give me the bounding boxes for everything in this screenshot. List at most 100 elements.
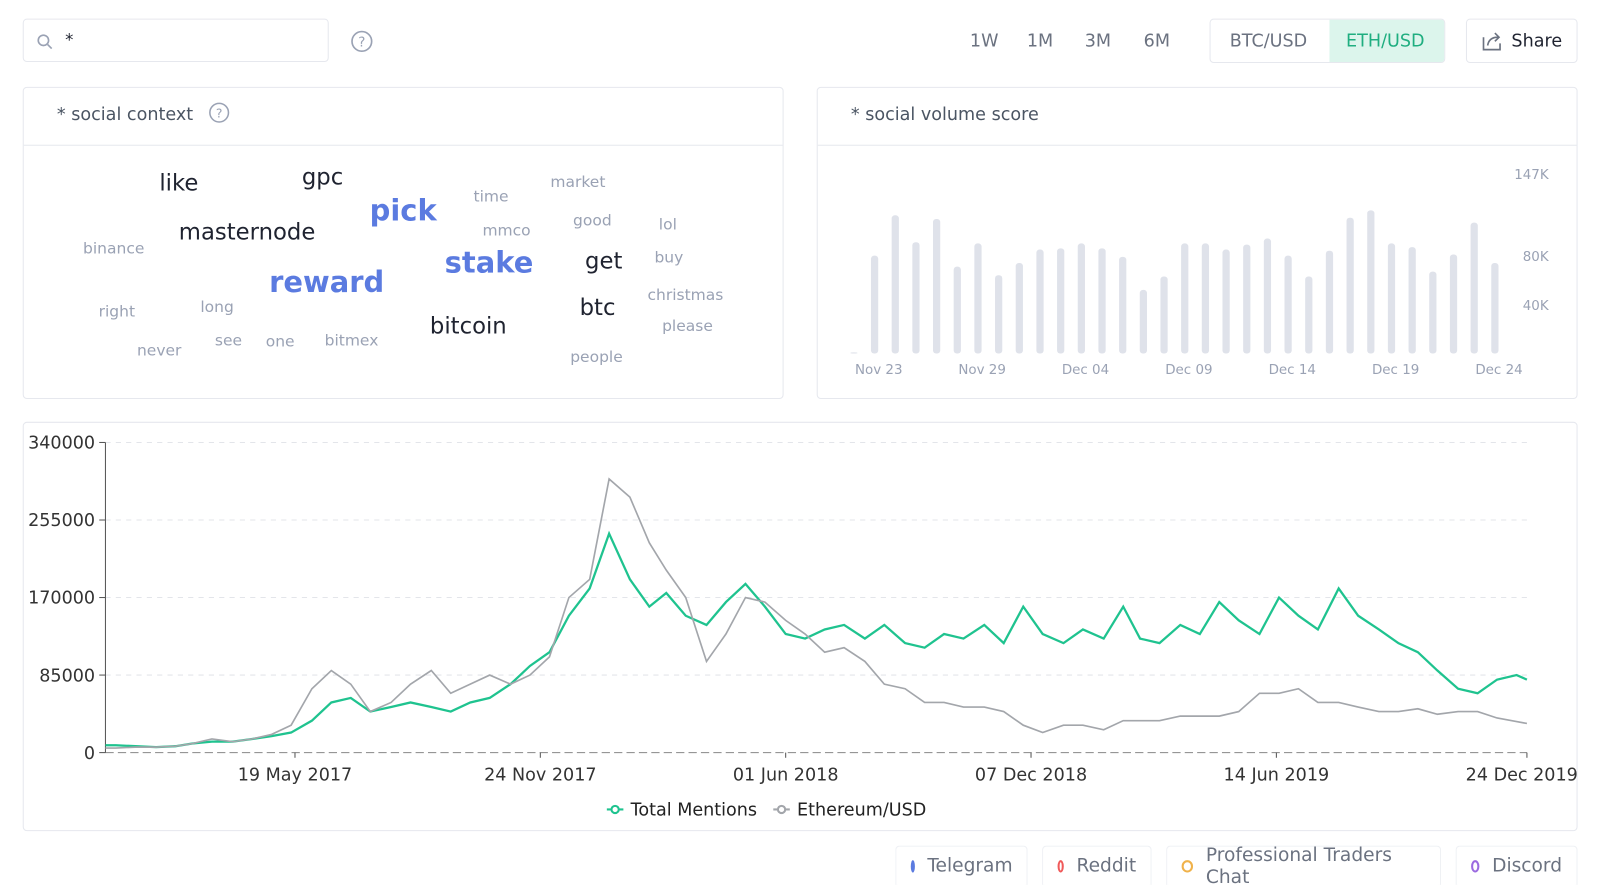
pair-button[interactable]: ETH/USD (1346, 31, 1425, 52)
word[interactable]: never (136, 341, 182, 360)
search-text: * (65, 29, 74, 50)
word[interactable]: one (265, 331, 295, 351)
x-tick-label: Nov 23 (855, 363, 903, 378)
x-tick-label: 24 Nov 2017 (484, 766, 596, 786)
legend-label: Total Mentions (630, 801, 757, 821)
channel-label: Telegram (927, 854, 1013, 877)
bar (1408, 247, 1416, 354)
help-icon[interactable]: ? (208, 101, 231, 124)
range-button[interactable]: 1W (969, 31, 999, 52)
y-tick-label: 85000 (39, 666, 95, 686)
x-tick-label: Dec 09 (1165, 363, 1212, 378)
word[interactable]: gpc (301, 164, 344, 191)
bar (1491, 263, 1499, 354)
y-tick-label: 80K (1523, 250, 1550, 265)
word[interactable]: pick (369, 193, 437, 228)
y-tick-label: 0 (84, 744, 95, 764)
bar (953, 266, 961, 354)
y-tick-label: 147K (1514, 168, 1550, 183)
word[interactable]: see (214, 330, 243, 350)
x-tick-label: 19 May 2017 (238, 766, 353, 786)
word[interactable]: time (473, 187, 509, 206)
word[interactable]: mmco (482, 221, 531, 240)
word[interactable]: please (662, 316, 713, 335)
range-button[interactable]: 1M (1026, 31, 1054, 52)
word[interactable]: long (200, 297, 234, 317)
word[interactable]: btc (579, 295, 616, 321)
word[interactable]: reward (269, 265, 385, 300)
y-tick-label: 170000 (28, 589, 95, 609)
channel-dot (1471, 859, 1480, 873)
bar (1181, 243, 1189, 354)
word[interactable]: market (550, 172, 606, 192)
word[interactable]: like (159, 171, 199, 197)
word[interactable]: lol (658, 215, 677, 234)
bar (1387, 243, 1396, 354)
range-button[interactable]: 6M (1143, 31, 1170, 52)
word[interactable]: right (98, 301, 136, 321)
bar (1346, 217, 1354, 354)
divider (23, 144, 783, 146)
help-icon[interactable]: ? (350, 30, 375, 55)
word[interactable]: good (573, 210, 612, 230)
word[interactable]: bitmex (324, 330, 379, 350)
search-box[interactable]: * (22, 18, 329, 63)
channel-tab[interactable]: Professional Traders Chat (1166, 844, 1442, 888)
bar (1284, 255, 1292, 354)
x-tick-label: Nov 29 (958, 363, 1006, 378)
word[interactable]: buy (654, 248, 684, 267)
bar (1057, 248, 1065, 354)
bar (1015, 263, 1023, 354)
divider (817, 144, 1577, 146)
legend-label: Ethereum/USD (797, 801, 926, 821)
bar (1222, 249, 1230, 354)
bar (1077, 243, 1085, 354)
bar (891, 215, 899, 354)
share-button[interactable]: Share (1465, 18, 1578, 64)
x-tick-label: Dec 19 (1372, 363, 1419, 378)
active-pair-bg (1329, 19, 1445, 63)
bar (1449, 254, 1458, 354)
range-button[interactable]: 3M (1084, 31, 1112, 52)
channel-tab[interactable]: Telegram (895, 845, 1028, 885)
word[interactable]: christmas (647, 285, 724, 304)
channel-label: Professional Traders Chat (1205, 844, 1392, 888)
bar (850, 352, 858, 354)
bar (1367, 210, 1375, 354)
word[interactable]: stake (444, 245, 534, 280)
bar (1429, 271, 1437, 354)
y-tick-label: 255000 (28, 511, 95, 531)
bar (1160, 276, 1168, 354)
svg-text:?: ? (216, 105, 223, 120)
y-tick-label: 340000 (28, 434, 95, 454)
series-line (105, 477, 1528, 749)
y-tick-label: 40K (1523, 299, 1550, 314)
pair-toggle: BTC/USD ETH/USD (1209, 18, 1446, 64)
bar (1305, 276, 1313, 354)
channel-tab[interactable]: Discord (1455, 845, 1578, 885)
pair-button[interactable]: BTC/USD (1229, 31, 1308, 52)
word[interactable]: masternode (178, 219, 316, 246)
bar (1201, 243, 1210, 354)
x-tick-label: 07 Dec 2018 (975, 766, 1087, 786)
channel-dot (910, 859, 915, 873)
bar (1470, 222, 1478, 354)
bar (1119, 256, 1127, 354)
bar (933, 218, 941, 354)
legend-swatch (776, 804, 787, 815)
bar (1243, 244, 1251, 354)
bar (1036, 249, 1044, 354)
channel-label: Discord (1492, 854, 1563, 877)
bar (1263, 238, 1272, 354)
social-context-card: * social context ? (22, 86, 784, 400)
word[interactable]: bitcoin (429, 313, 507, 340)
channel-dot (1057, 859, 1065, 873)
channel-tab[interactable]: Reddit (1042, 845, 1152, 885)
word[interactable]: get (585, 248, 623, 275)
word[interactable]: binance (83, 238, 145, 258)
x-tick-label: 24 Dec 2019 (1466, 766, 1578, 786)
bar (995, 275, 1003, 354)
legend-swatch (610, 804, 620, 815)
word[interactable]: people (570, 347, 623, 366)
